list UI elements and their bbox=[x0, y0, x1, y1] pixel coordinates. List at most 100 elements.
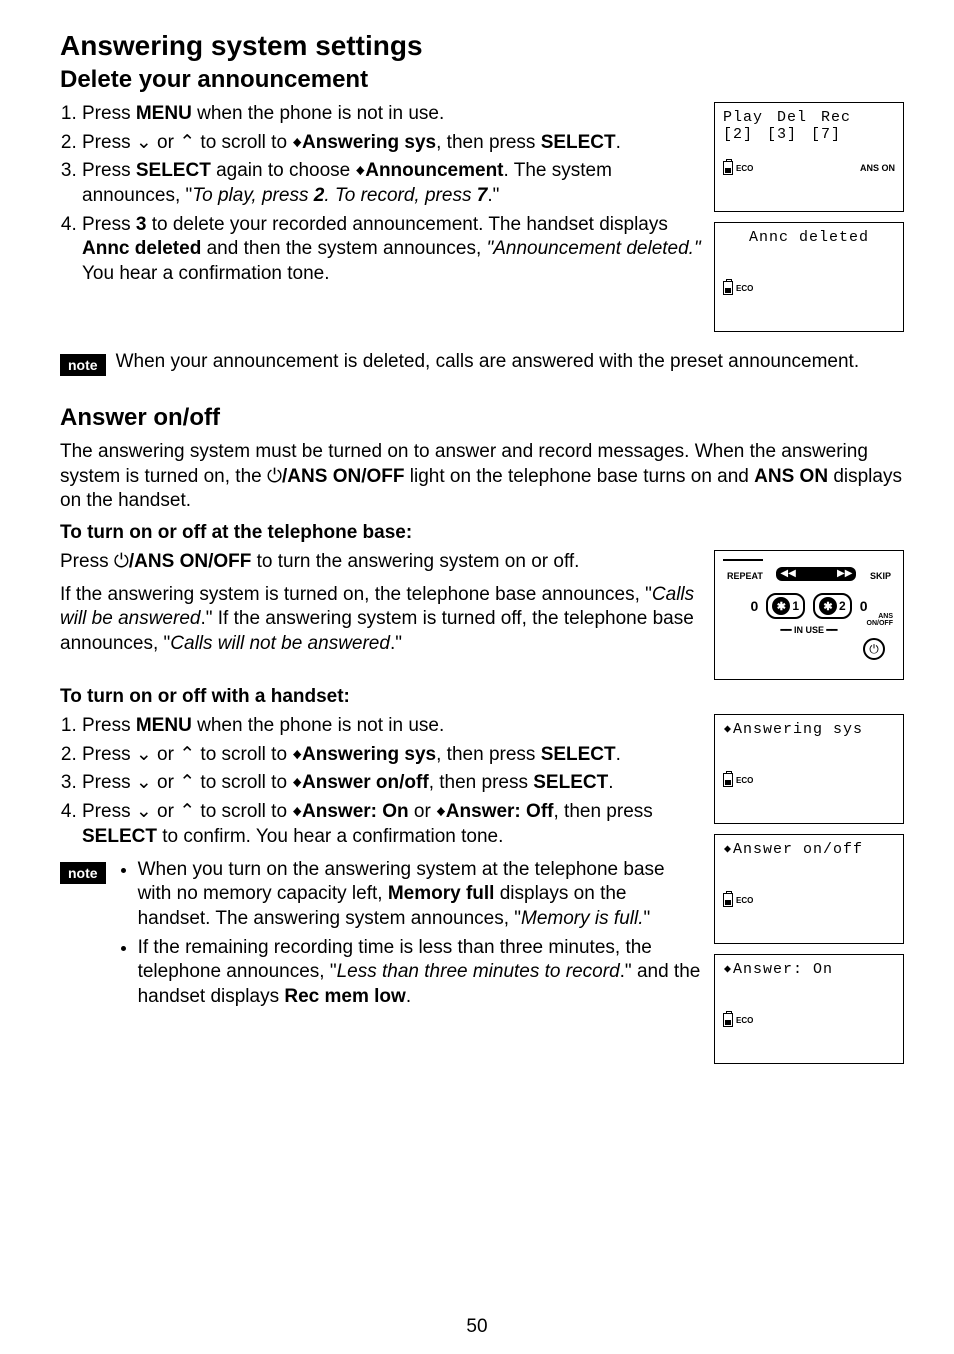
section1-steps: Press MENU when the phone is not in use.… bbox=[60, 102, 702, 287]
down-icon: ⌄ bbox=[136, 772, 152, 793]
text: or bbox=[409, 801, 436, 822]
text: , then press bbox=[436, 132, 541, 153]
text: . bbox=[616, 132, 621, 153]
text: when the phone is not in use. bbox=[192, 103, 444, 124]
updown-icon: ♦ bbox=[292, 774, 302, 794]
ans-on-label: ANS ON bbox=[860, 163, 895, 173]
text: Press bbox=[82, 744, 136, 765]
down-icon: ⌄ bbox=[136, 744, 152, 765]
text: Press bbox=[82, 103, 136, 124]
updown-icon: ♦ bbox=[723, 843, 733, 857]
text: again to choose bbox=[211, 160, 356, 181]
text: Press bbox=[82, 214, 136, 235]
select-key: SELECT bbox=[541, 132, 616, 153]
bt-button-2: ✱2 bbox=[813, 593, 852, 619]
text: You hear a confirmation tone. bbox=[82, 263, 330, 284]
key: 7 bbox=[477, 185, 488, 206]
battery-icon bbox=[723, 161, 733, 175]
text: " bbox=[643, 908, 650, 929]
quote: "Announcement deleted." bbox=[487, 238, 701, 259]
text: . bbox=[616, 744, 621, 765]
lcd-text: Play bbox=[723, 109, 763, 126]
power-icon: ⏻ bbox=[863, 638, 885, 660]
memory-full: Memory full bbox=[388, 883, 495, 904]
lcd-text: [3] bbox=[767, 126, 797, 143]
eco-label: ECO bbox=[736, 776, 753, 785]
lcd-screen-5: ♦Answer: On ECO bbox=[714, 954, 904, 1064]
eco-label: ECO bbox=[736, 164, 753, 173]
note-item: If the remaining recording time is less … bbox=[138, 936, 702, 1010]
text: . bbox=[608, 772, 613, 793]
ans-onoff-key: /ANS ON/OFF bbox=[129, 551, 251, 572]
text: light on the telephone base turns on and bbox=[404, 466, 754, 487]
lcd-text: Answer: On bbox=[733, 961, 833, 978]
key: 2 bbox=[314, 185, 325, 206]
note-item: When you turn on the answering system at… bbox=[138, 858, 702, 932]
step: Press ⌄ or ⌃ to scroll to ♦Answer: On or… bbox=[82, 800, 702, 849]
updown-icon: ♦ bbox=[292, 803, 302, 823]
lcd-screen-3: ♦Answering sys ECO bbox=[714, 714, 904, 824]
num: 0 bbox=[751, 598, 759, 614]
step: Press ⌄ or ⌃ to scroll to ♦Answering sys… bbox=[82, 131, 702, 156]
lcd-text: Rec bbox=[821, 109, 851, 126]
eco-label: ECO bbox=[736, 1016, 753, 1025]
step: Press 3 to delete your recorded announce… bbox=[82, 213, 702, 287]
select-key: SELECT bbox=[533, 772, 608, 793]
base-illustration: REPEAT ◀◀▶▶ SKIP 0 ✱1 ✱2 0 ANSON/OFF ━━ … bbox=[714, 550, 904, 680]
text: to confirm. You hear a confirmation tone… bbox=[157, 826, 503, 847]
note-text: When your announcement is deleted, calls… bbox=[116, 350, 914, 375]
text: Press bbox=[82, 132, 136, 153]
up-icon: ⌃ bbox=[179, 801, 195, 822]
battery-icon bbox=[723, 773, 733, 787]
text: Press bbox=[82, 715, 136, 736]
text: Press bbox=[60, 551, 114, 572]
text: to scroll to bbox=[195, 801, 292, 822]
target: Announcement bbox=[365, 160, 503, 181]
skip-label: SKIP bbox=[870, 571, 891, 581]
text: and then the system announces, bbox=[201, 238, 486, 259]
quote: . To record, press bbox=[324, 185, 476, 206]
text: Press bbox=[82, 801, 136, 822]
down-icon: ⌄ bbox=[136, 132, 152, 153]
page-number: 50 bbox=[0, 1316, 954, 1338]
bt-button-1: ✱1 bbox=[766, 593, 805, 619]
quote: Memory is full. bbox=[521, 908, 643, 929]
up-icon: ⌃ bbox=[179, 772, 195, 793]
lcd-screen-1: Play Del Rec [2] [3] [7] ECO ANS ON bbox=[714, 102, 904, 212]
step: Press SELECT again to choose ♦Announceme… bbox=[82, 159, 702, 208]
lcd-screen-2: Annc deleted ECO bbox=[714, 222, 904, 332]
text: Press bbox=[82, 772, 136, 793]
text: , then press bbox=[429, 772, 534, 793]
text: to delete your recorded announcement. Th… bbox=[146, 214, 667, 235]
updown-icon: ♦ bbox=[356, 162, 366, 182]
quote: Calls will not be answered bbox=[170, 633, 390, 654]
lcd-text: [7] bbox=[811, 126, 841, 143]
power-icon: ⏻ bbox=[114, 551, 129, 572]
updown-icon: ♦ bbox=[723, 723, 733, 737]
updown-icon: ♦ bbox=[723, 963, 733, 977]
power-icon: ⏻ bbox=[267, 466, 282, 487]
ans-on: ANS ON bbox=[754, 466, 828, 487]
lcd-text: Answering sys bbox=[733, 721, 863, 738]
text: when the phone is not in use. bbox=[192, 715, 444, 736]
eco-label: ECO bbox=[736, 896, 753, 905]
eco-label: ECO bbox=[736, 284, 753, 293]
battery-icon bbox=[723, 893, 733, 907]
text: to scroll to bbox=[195, 744, 292, 765]
handset-steps: Press MENU when the phone is not in use.… bbox=[60, 714, 702, 849]
lcd-text: [2] bbox=[723, 126, 753, 143]
step: Press MENU when the phone is not in use. bbox=[82, 714, 702, 739]
note-badge: note bbox=[60, 862, 106, 884]
text: to scroll to bbox=[195, 132, 292, 153]
lcd-text: Answer on/off bbox=[733, 841, 863, 858]
sub2-heading: To turn on or off with a handset: bbox=[60, 686, 914, 708]
section2-para1: The answering system must be turned on t… bbox=[60, 440, 914, 514]
sub1-para: If the answering system is turned on, th… bbox=[60, 583, 702, 657]
up-icon: ⌃ bbox=[179, 132, 195, 153]
text: or bbox=[152, 132, 179, 153]
battery-icon bbox=[723, 1013, 733, 1027]
lcd-text: Del bbox=[777, 109, 807, 126]
menu-key: MENU bbox=[136, 715, 192, 736]
quote: To play, press bbox=[192, 185, 313, 206]
target: Answer on/off bbox=[302, 772, 429, 793]
